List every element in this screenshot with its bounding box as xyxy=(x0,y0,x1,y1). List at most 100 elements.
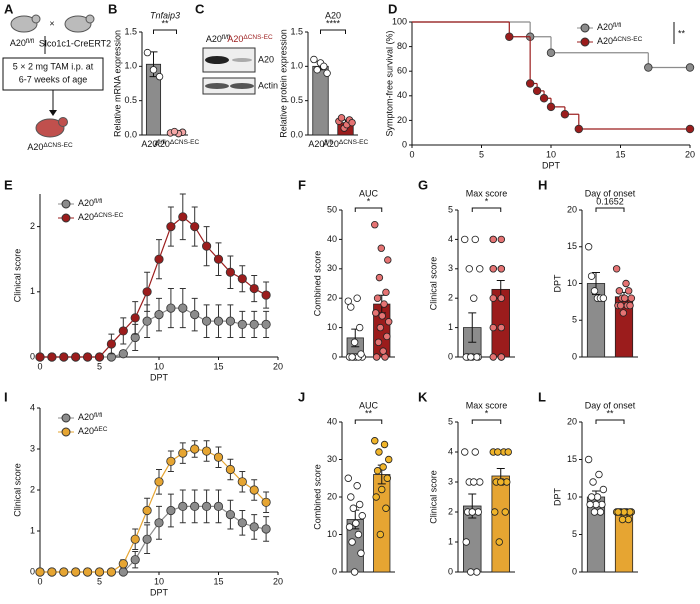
x-tick-label: 20 xyxy=(273,361,283,371)
data-point xyxy=(376,530,385,539)
x-tick-label: 15 xyxy=(615,149,625,159)
data-point xyxy=(470,478,478,486)
data-point xyxy=(373,467,382,475)
data-point xyxy=(35,352,45,362)
data-point xyxy=(237,319,247,329)
data-point xyxy=(344,474,352,482)
data-point xyxy=(348,118,356,127)
legend-marker xyxy=(61,413,71,423)
data-point xyxy=(142,505,152,516)
data-point xyxy=(379,463,387,471)
data-point xyxy=(166,505,176,516)
data-point xyxy=(106,567,117,577)
y-tick-label: 1 xyxy=(30,525,35,535)
band xyxy=(205,56,229,64)
data-point xyxy=(118,559,128,569)
chart-title: Max score xyxy=(466,188,508,198)
data-point xyxy=(371,437,379,445)
data-point xyxy=(373,294,382,302)
y-tick-label: 10 xyxy=(327,322,337,332)
data-point xyxy=(379,347,387,355)
y-tick-label: 0 xyxy=(572,351,577,361)
data-point xyxy=(225,267,235,277)
data-point xyxy=(584,243,593,251)
chart-title: Day of onset xyxy=(585,400,636,410)
legend-label: A20fl/fl xyxy=(78,412,103,423)
x-tick-label: 0 xyxy=(37,576,42,586)
y-tick-label: 4 xyxy=(30,402,35,412)
data-point xyxy=(355,500,364,509)
y-tick-label: 1.5 xyxy=(124,26,137,36)
y-axis-label: Clinical score xyxy=(12,249,22,303)
panel-label: I xyxy=(4,389,8,404)
x-tick-label: 10 xyxy=(154,361,164,371)
band xyxy=(232,58,252,62)
data-point xyxy=(142,316,152,326)
y-axis-label: DPT xyxy=(552,487,562,506)
y-tick-label: 15 xyxy=(567,454,577,464)
significance-label: * xyxy=(485,196,489,206)
data-point xyxy=(358,512,366,520)
data-point xyxy=(213,316,224,326)
data-point xyxy=(83,567,93,577)
data-point xyxy=(489,294,497,302)
chart-title: A20 xyxy=(325,10,341,20)
x-tick-label: 10 xyxy=(546,149,556,159)
y-tick-label: 15 xyxy=(567,241,577,251)
data-point xyxy=(614,508,622,516)
data-point xyxy=(71,352,81,362)
data-point xyxy=(190,501,200,511)
data-point xyxy=(166,222,176,232)
data-point xyxy=(350,568,359,576)
y-tick-label: 30 xyxy=(327,263,337,273)
data-point xyxy=(142,534,152,544)
panel-label: E xyxy=(4,177,13,192)
y-tick-label: 0 xyxy=(332,566,337,576)
mouse-icon xyxy=(64,14,95,33)
data-point xyxy=(489,353,497,361)
y-tick-label: 1 xyxy=(448,536,453,546)
y-tick-label: 20 xyxy=(327,293,337,303)
genotype-label: A20fl/fl xyxy=(10,38,35,49)
significance-bracket xyxy=(471,419,502,424)
data-point xyxy=(154,254,164,264)
y-tick-label: 50 xyxy=(327,204,337,214)
y-tick-label: 5 xyxy=(448,204,453,214)
y-tick-label: 20 xyxy=(397,115,407,125)
data-point xyxy=(320,62,328,71)
data-point xyxy=(348,538,356,546)
data-point xyxy=(313,66,321,74)
data-point xyxy=(624,287,633,295)
data-point xyxy=(501,508,509,516)
y-tick-label: 5 xyxy=(572,529,577,539)
data-point xyxy=(130,555,140,565)
y-tick-label: 4 xyxy=(448,446,453,456)
y-axis-label: Clinical score xyxy=(428,257,438,311)
x-tick-label: A20ΔCNS-EC xyxy=(323,139,369,150)
x-tick-label: 5 xyxy=(97,576,102,586)
legend-label: A20fl/fl xyxy=(597,22,622,33)
chart-title: Day of onset xyxy=(585,188,636,198)
data-point xyxy=(685,124,695,134)
y-tick-label: 1 xyxy=(30,286,35,296)
significance-label: * xyxy=(485,408,489,418)
y-tick-label: 5 xyxy=(448,416,453,426)
legend-marker xyxy=(61,199,71,209)
y-tick-label: 3 xyxy=(30,443,35,453)
data-point xyxy=(170,127,179,136)
genotype-label: Slco1c1-CreERT2 xyxy=(39,38,111,48)
data-point xyxy=(261,524,271,534)
series-line xyxy=(40,216,267,358)
data-point xyxy=(261,319,271,329)
mouse-icon xyxy=(10,14,41,33)
data-point xyxy=(615,287,624,295)
y-tick-label: 20 xyxy=(327,491,337,501)
legend-label: A20ΔCNS-EC xyxy=(597,36,643,47)
data-point xyxy=(467,568,475,576)
data-point xyxy=(612,265,621,273)
data-point xyxy=(462,538,470,546)
data-point xyxy=(154,518,164,528)
y-tick-label: 0 xyxy=(332,351,337,361)
data-point xyxy=(497,353,506,361)
significance-label: ** xyxy=(606,408,614,418)
